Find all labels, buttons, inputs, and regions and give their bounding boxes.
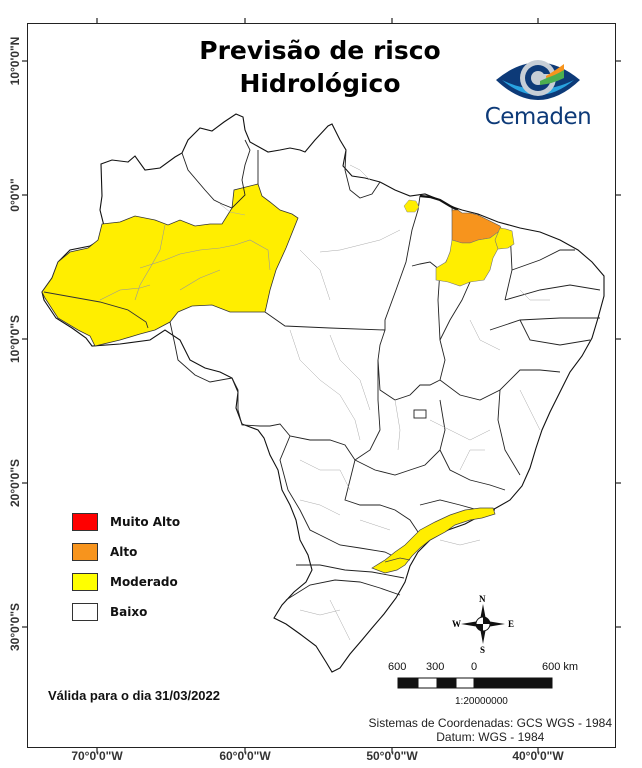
map-frame <box>27 23 616 748</box>
amazon-coast <box>419 194 459 211</box>
legend-item-baixo: Baixo <box>72 597 180 627</box>
coordinate-system-line: Sistemas de Coordenadas: GCS WGS - 1984 <box>368 716 612 730</box>
cemaden-logo-icon <box>496 60 580 100</box>
municipal-borders-west <box>99 224 271 301</box>
datum-line: Datum: WGS - 1984 <box>436 730 545 744</box>
state-border-acre <box>43 291 149 329</box>
compass-n: N <box>479 594 486 604</box>
region-moderado-west <box>41 183 299 347</box>
coordinate-system: Sistemas de Coordenadas: GCS WGS - 1984 … <box>369 716 612 744</box>
legend-label: Muito Alto <box>110 515 181 529</box>
legend-label: Baixo <box>110 605 148 619</box>
validity-date: Válida para o dia 31/03/2022 <box>48 688 220 703</box>
municipal-borders <box>219 164 550 641</box>
lat-label-20s: 20°0'0"S <box>8 458 22 508</box>
state-borders <box>169 139 601 601</box>
scale-label-600km: 600 km <box>542 661 579 673</box>
lat-label-0: 0°0'0" <box>8 178 22 212</box>
lon-label-40w: 40°0'0"W <box>512 749 564 763</box>
region-moderado-southeast-coast <box>371 507 496 574</box>
legend-item-alto: Alto <box>72 537 180 567</box>
legend-swatch-alto <box>72 543 98 561</box>
legend-item-muito-alto: Muito Alto <box>72 507 180 537</box>
scale-bar <box>397 677 553 689</box>
frame-ticks <box>22 18 621 753</box>
scale-labels: 600 300 0 600 km <box>388 661 588 675</box>
legend-label: Moderado <box>110 575 178 589</box>
lat-label-10s: 10°0'0"S <box>8 314 22 364</box>
legend-swatch-muito-alto <box>72 513 98 531</box>
scale-ratio: 1:20000000 <box>455 696 508 707</box>
compass-w: W <box>452 619 461 629</box>
scale-label-600: 600 <box>388 661 407 673</box>
cemaden-logo-text: Cemaden <box>484 104 592 130</box>
lon-label-50w: 50°0'0"W <box>366 749 418 763</box>
title-line-1: Previsão de risco <box>199 36 441 65</box>
legend: Muito Alto Alto Moderado Baixo <box>72 507 180 627</box>
region-moderado-ceara <box>494 227 515 250</box>
legend-label: Alto <box>110 545 138 559</box>
compass-e: E <box>508 619 515 629</box>
legend-swatch-baixo <box>72 603 98 621</box>
title-line-2: Hidrológico <box>239 69 401 98</box>
legend-swatch-moderado <box>72 573 98 591</box>
scale-label-0: 0 <box>471 661 478 673</box>
region-moderado-maranhao <box>435 231 501 287</box>
lon-label-60w: 60°0'0"W <box>219 749 271 763</box>
scale-label-300: 300 <box>426 661 445 673</box>
legend-item-moderado: Moderado <box>72 567 180 597</box>
map-title: Previsão de risco Hidrológico <box>150 34 490 100</box>
lat-label-10n: 10°0'0"N <box>8 36 22 86</box>
compass-s: S <box>480 645 486 655</box>
north-arrow-icon <box>461 604 505 644</box>
lat-label-30s: 30°0'0"S <box>8 602 22 652</box>
lon-label-70w: 70°0'0"W <box>71 749 123 763</box>
region-moderado-para <box>403 199 420 213</box>
